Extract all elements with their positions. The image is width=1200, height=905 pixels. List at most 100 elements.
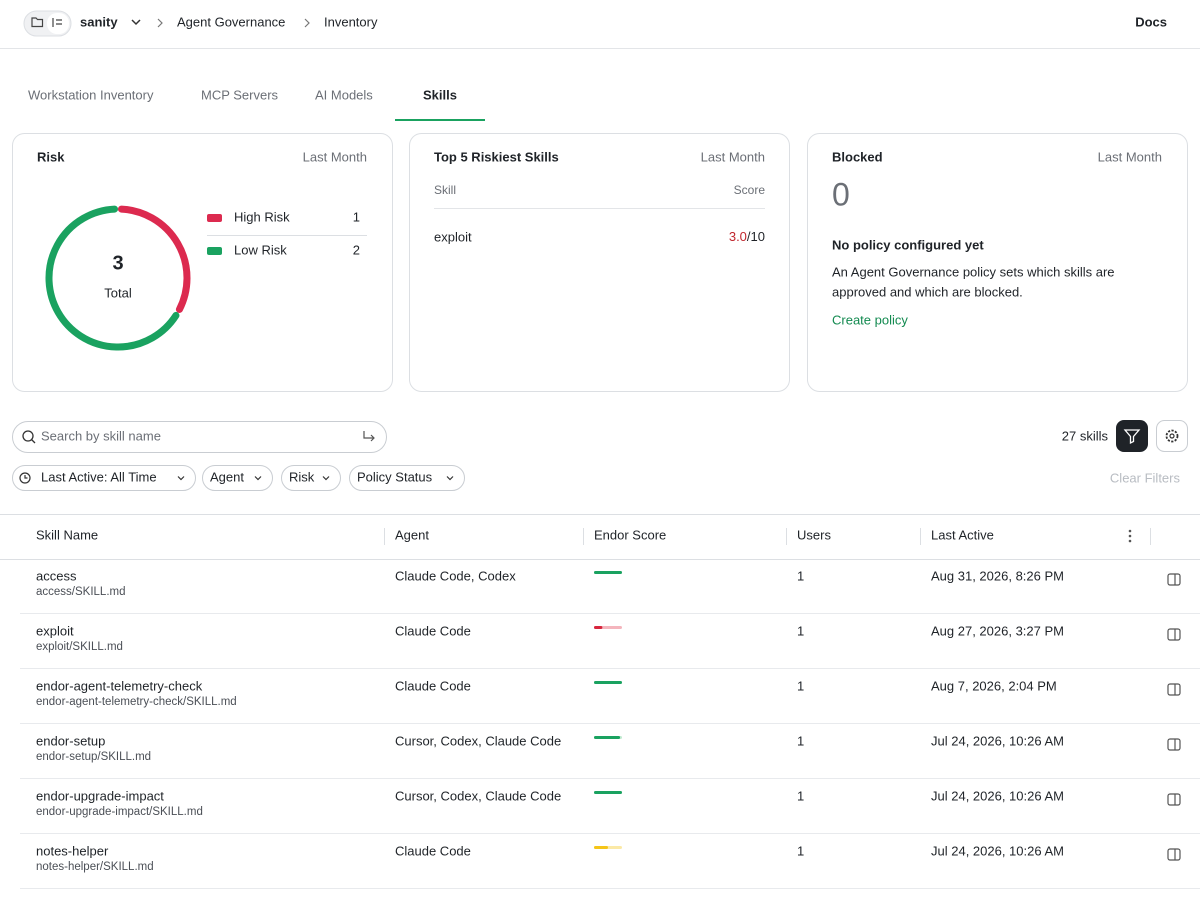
users: 1	[797, 568, 804, 583]
users: 1	[797, 623, 804, 638]
column-header: Last Active	[931, 527, 994, 542]
score-bar	[594, 791, 622, 794]
tab-active[interactable]: Skills	[423, 87, 457, 102]
create-policy-link[interactable]: Create policy	[832, 312, 908, 327]
users: 1	[797, 843, 804, 858]
folder-icon	[31, 17, 44, 28]
kebab[interactable]	[1128, 529, 1132, 533]
gear-icon	[1165, 429, 1179, 443]
riskiest-score: 3.0/10	[729, 229, 765, 244]
filter-chip-label[interactable]: Last Active: All Time	[41, 469, 157, 484]
blocked-text: approved and which are blocked.	[832, 284, 1023, 299]
donut-segment	[45, 205, 180, 351]
settings-button[interactable]	[1156, 420, 1188, 452]
skill-path: endor-upgrade-impact/SKILL.md	[36, 806, 203, 818]
tab[interactable]: Workstation Inventory	[28, 87, 154, 102]
filter-chip-label[interactable]: Risk	[289, 469, 315, 484]
column-header: Users	[797, 527, 831, 542]
clock-icon	[24, 475, 28, 479]
panel-icon[interactable]	[1167, 793, 1181, 806]
filter-chip[interactable]	[202, 465, 273, 491]
skill-name[interactable]: notes-helper	[36, 843, 109, 858]
card-title: Top 5 Riskiest Skills	[434, 149, 559, 164]
card-title: Risk	[37, 149, 65, 164]
score-bar	[594, 736, 621, 739]
score: 3.0	[729, 229, 747, 244]
filter-chip[interactable]	[349, 465, 465, 491]
agent: Cursor, Codex, Claude Code	[395, 733, 561, 748]
skill-name[interactable]: endor-agent-telemetry-check	[36, 678, 203, 693]
donut-segment	[117, 205, 191, 313]
workspace-name[interactable]: sanity	[80, 14, 118, 29]
filter-chip[interactable]	[281, 465, 341, 491]
legend-swatch	[207, 214, 222, 222]
last-active: Aug 31, 2026, 8:26 PM	[931, 568, 1064, 583]
riskiest-skill[interactable]: exploit	[434, 229, 472, 244]
score-bar	[594, 626, 603, 629]
card-period: Last Month	[303, 149, 367, 164]
chevron-down	[254, 476, 262, 481]
blocked-text: An Agent Governance policy sets which sk…	[832, 264, 1115, 279]
chevron-right	[304, 18, 310, 28]
kebab[interactable]	[1128, 539, 1132, 543]
column-header: Skill Name	[36, 527, 98, 542]
skill-name[interactable]: access	[36, 568, 77, 583]
filter-button[interactable]	[1116, 420, 1148, 452]
score-bar	[594, 571, 622, 574]
column-header: Skill	[434, 183, 456, 197]
panel-icon[interactable]	[1167, 738, 1181, 751]
tab[interactable]: AI Models	[315, 87, 373, 102]
clock-icon	[19, 472, 31, 484]
agent: Claude Code	[395, 843, 471, 858]
clear-filters[interactable]: Clear Filters	[1110, 470, 1181, 485]
chevron-down	[322, 476, 330, 481]
gear-icon	[1169, 433, 1175, 439]
panel-icon[interactable]	[1167, 683, 1181, 696]
card-period: Last Month	[1098, 149, 1162, 164]
chevron-down	[446, 476, 454, 481]
filter-chip[interactable]	[12, 465, 196, 491]
skill-name[interactable]: endor-upgrade-impact	[36, 788, 164, 803]
breadcrumb[interactable]: Inventory	[324, 14, 378, 29]
users: 1	[797, 733, 804, 748]
legend-label: Low Risk	[234, 242, 287, 257]
tab-underline	[395, 119, 485, 121]
users: 1	[797, 678, 804, 693]
last-active: Jul 24, 2026, 10:26 AM	[931, 733, 1064, 748]
panel-icon[interactable]	[1167, 628, 1181, 641]
skill-path: endor-agent-telemetry-check/SKILL.md	[36, 696, 237, 708]
skill-name[interactable]: endor-setup	[36, 733, 105, 748]
filter-icon	[1123, 429, 1141, 445]
last-active: Jul 24, 2026, 10:26 AM	[931, 843, 1064, 858]
column-header: Score	[734, 183, 766, 197]
column-header: Agent	[395, 527, 429, 542]
docs-link[interactable]: Docs	[1135, 14, 1167, 29]
breadcrumb[interactable]: Agent Governance	[177, 14, 285, 29]
card-period: Last Month	[701, 149, 765, 164]
panel-icon[interactable]	[1167, 573, 1181, 586]
riskiest-card	[409, 133, 790, 392]
tab[interactable]: MCP Servers	[201, 87, 279, 102]
chevron-down[interactable]	[131, 19, 141, 26]
skill-name[interactable]: exploit	[36, 623, 74, 638]
search-icon	[22, 430, 34, 442]
score-bar	[594, 846, 608, 849]
column-header: Endor Score	[594, 527, 666, 542]
chevron-down	[177, 476, 185, 481]
filter-chip-label[interactable]: Agent	[210, 469, 244, 484]
users: 1	[797, 788, 804, 803]
enter-icon	[363, 431, 375, 442]
search-icon	[31, 439, 36, 444]
skill-path: notes-helper/SKILL.md	[36, 861, 154, 873]
filter-chip-label[interactable]: Policy Status	[357, 469, 433, 484]
donut-total-label: Total	[104, 285, 132, 300]
skill-path: exploit/SKILL.md	[36, 641, 123, 653]
panel-icon[interactable]	[1167, 848, 1181, 861]
switch-icon	[52, 18, 62, 27]
search-placeholder: Search by skill name	[41, 428, 161, 443]
kebab[interactable]	[1128, 534, 1132, 538]
legend-label: High Risk	[234, 209, 290, 224]
search-input[interactable]	[12, 421, 387, 453]
